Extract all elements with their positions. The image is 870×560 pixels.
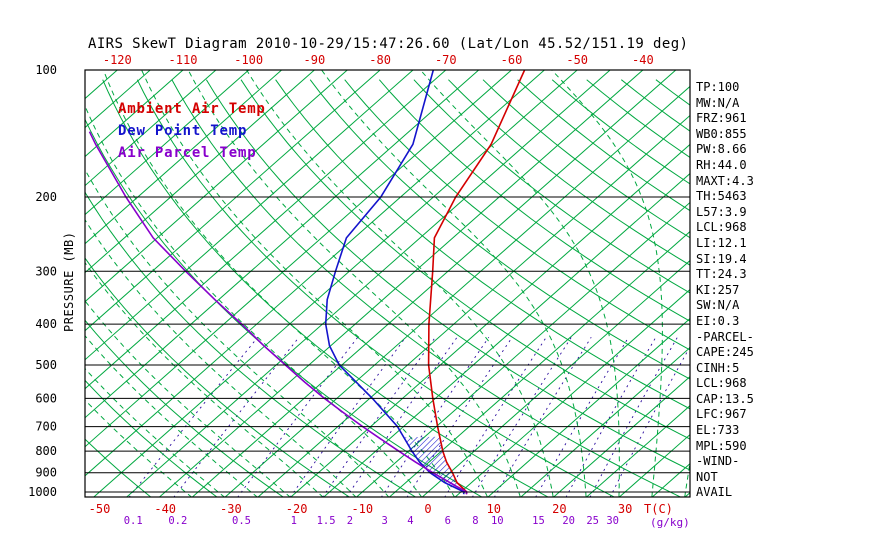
legend-ambient-air-temp: Ambient Air Temp: [118, 101, 266, 117]
stat-line: LCL:968: [696, 376, 747, 391]
mixing-ratio-tick: 6: [445, 515, 451, 527]
pressure-tick: 600: [35, 391, 57, 405]
mixing-ratio-tick: 2: [347, 515, 353, 527]
mixing-ratio-tick: 4: [407, 515, 413, 527]
top-axis-tick: -50: [566, 53, 588, 67]
stat-line: MPL:590: [696, 438, 747, 453]
legend-air-parcel-temp: Air Parcel Temp: [118, 145, 257, 161]
plot-frame: [84, 69, 691, 498]
stat-line: LI:12.1: [696, 235, 747, 250]
stat-line: CAP:13.5: [696, 391, 754, 406]
mixing-ratio-tick: 20: [562, 515, 575, 527]
parcel-temp-curve: [88, 131, 468, 495]
pressure-tick: 100: [35, 63, 57, 77]
stat-line: MW:N/A: [696, 95, 740, 110]
pressure-tick: 700: [35, 420, 57, 434]
stat-line: LFC:967: [696, 407, 747, 422]
pressure-tick: 1000: [28, 485, 57, 499]
top-axis-tick: -60: [501, 53, 523, 67]
top-axis-tick: -110: [169, 53, 198, 67]
mixing-ratio-tick: 10: [491, 515, 504, 527]
dewpoint-temp-curve: [324, 70, 466, 495]
mixing-ratio-tick: 0.5: [232, 515, 251, 527]
mixing-ratio-tick: 15: [532, 515, 545, 527]
bottom-temp-axis: -50 -40 -30 -20 -10 0 10 20 30: [89, 502, 633, 516]
top-temp-axis: -120 -110 -100 -90 -80 -70 -60 -50 -40: [103, 53, 654, 67]
stat-line: EL:733: [696, 423, 740, 438]
pressure-tick: 300: [35, 264, 57, 278]
stat-line: SI:19.4: [696, 251, 747, 266]
mixing-ratio-tick: 3: [382, 515, 388, 527]
mixing-ratio-tick: 8: [472, 515, 478, 527]
pressure-tick: 200: [35, 190, 57, 204]
bottom-axis-tick: -50: [89, 502, 111, 516]
stat-line: AVAIL: [696, 485, 733, 500]
stat-line: MAXT:4.3: [696, 173, 754, 188]
plot-area: [85, 70, 690, 497]
stat-line: NOT: [696, 469, 718, 484]
bottom-axis-tick: -10: [351, 502, 373, 516]
bottom-axis-tick: -20: [286, 502, 308, 516]
bottom-axis-tick: -30: [220, 502, 242, 516]
stat-line: -WIND-: [696, 454, 740, 469]
bottom-axis-tick: 20: [552, 502, 566, 516]
bottom-axis-tick: -40: [154, 502, 176, 516]
temperature-unit-label: T(C): [644, 502, 673, 516]
top-axis-tick: -100: [234, 53, 263, 67]
mixing-ratio-tick: 1.5: [317, 515, 336, 527]
stat-line: RH:44.0: [696, 157, 747, 172]
stat-line: LCL:968: [696, 220, 747, 235]
bottom-axis-tick: 10: [486, 502, 500, 516]
dry-adiabat-grid: [85, 79, 690, 497]
stat-line: CAPE:245: [696, 345, 754, 360]
pressure-tick: 900: [35, 466, 57, 480]
mixing-ratio-tick: 0.2: [168, 515, 187, 527]
mixing-ratio-unit-label: (g/kg): [650, 516, 690, 529]
mixing-ratio-tick: 25: [586, 515, 599, 527]
mixing-ratio-grid: [128, 337, 690, 497]
top-axis-tick: -80: [369, 53, 391, 67]
stat-line: CINH:5: [696, 360, 740, 375]
pressure-gridlines: [85, 69, 690, 493]
stat-line: WB0:855: [696, 126, 747, 141]
stat-line: L57:3.9: [696, 204, 747, 219]
stat-line: KI:257: [696, 282, 740, 297]
stat-line: FRZ:961: [696, 111, 747, 126]
top-axis-tick: -70: [435, 53, 457, 67]
pressure-tick: 400: [35, 317, 57, 331]
stats-panel: TP:100 MW:N/A FRZ:961 WB0:855 PW:8.66 RH:44.0…: [696, 80, 754, 501]
top-axis-tick: -90: [304, 53, 326, 67]
stat-line: PW:8.66: [696, 142, 747, 157]
chart-title: AIRS SkewT Diagram 2010-10-29/15:47:26.6…: [88, 36, 689, 52]
mixing-ratio-tick: 30: [606, 515, 619, 527]
top-axis-tick: -120: [103, 53, 132, 67]
mixing-ratio-tick: 1: [291, 515, 297, 527]
cape-hatch-area: [403, 436, 460, 486]
mixing-ratio-tick: 0.1: [124, 515, 143, 527]
stat-line: SW:N/A: [696, 298, 740, 313]
stat-line: TH:5463: [696, 189, 747, 204]
pressure-tick: 500: [35, 358, 57, 372]
mixing-ratio-axis: 0.1 0.2 0.5 1 1.5 2 3 4 6 8 10 15 20 25 30: [124, 515, 619, 527]
pressure-tick: 800: [35, 444, 57, 458]
top-axis-tick: -40: [632, 53, 654, 67]
stat-line: -PARCEL-: [696, 329, 754, 344]
pressure-axis-title: PRESSURE (MB): [62, 231, 76, 332]
stat-line: EI:0.3: [696, 313, 740, 328]
ambient-temp-curve: [427, 70, 526, 495]
pressure-axis: 100 200 300 400 500 600 700 800 900 1000: [28, 63, 57, 499]
bottom-axis-tick: 0: [424, 502, 431, 516]
bottom-axis-tick: 30: [618, 502, 632, 516]
stat-line: TP:100: [696, 80, 740, 94]
stat-line: TT:24.3: [696, 267, 747, 282]
legend-dew-point-temp: Dew Point Temp: [118, 123, 248, 139]
